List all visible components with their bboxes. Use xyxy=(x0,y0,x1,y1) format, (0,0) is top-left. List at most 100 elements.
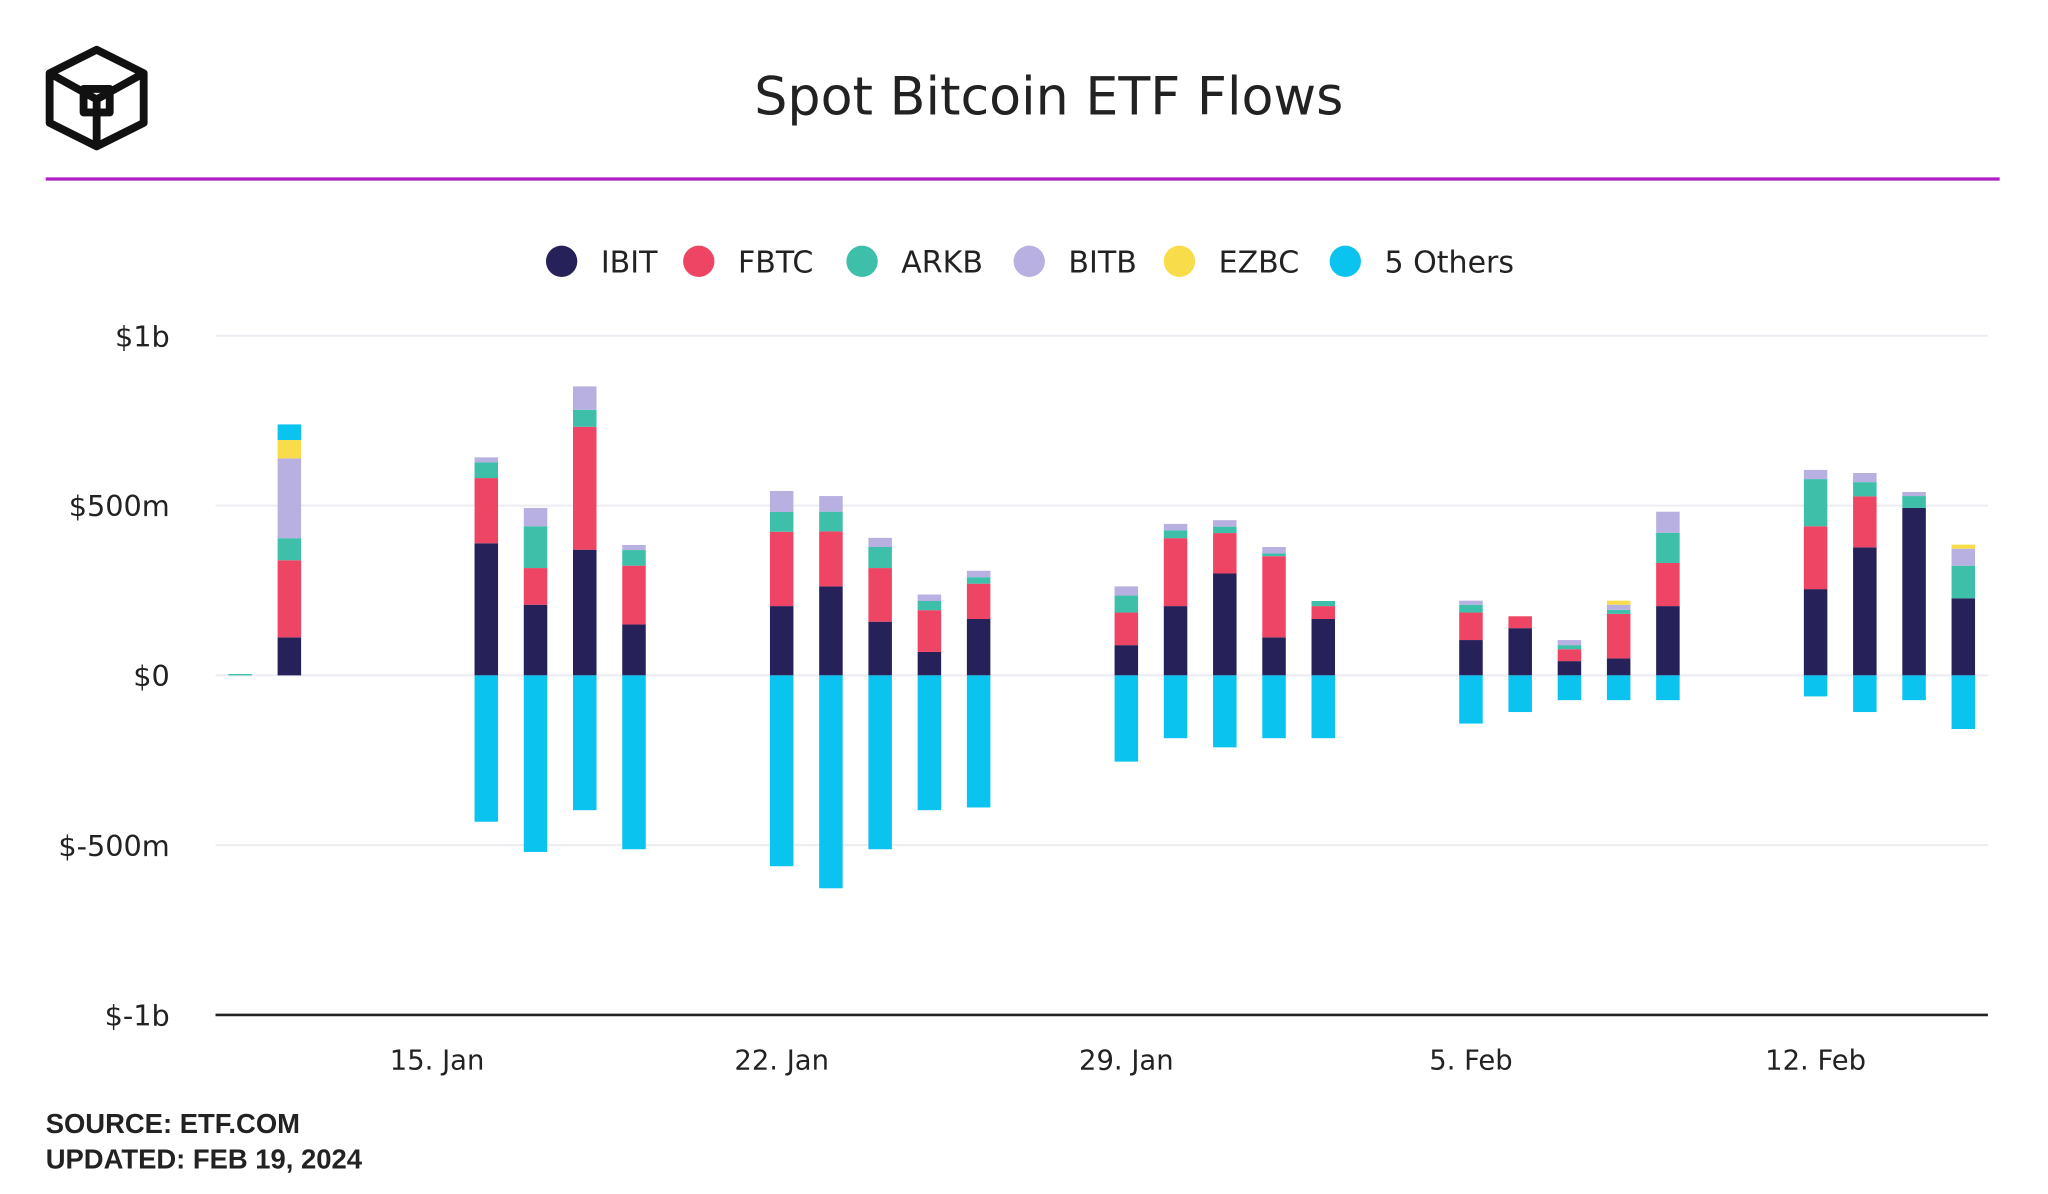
bar-segment xyxy=(868,675,892,850)
bar-segment xyxy=(769,675,794,867)
bar-segment xyxy=(1853,472,1877,483)
bar-segment xyxy=(1557,649,1582,662)
plot: $-1b $-500m $0 $500m $1b 15. Jan 22. Jan 29. Ja… xyxy=(58,319,1988,1076)
x-tick-label: 12. Feb xyxy=(1765,1045,1866,1076)
bar-segment xyxy=(769,490,794,513)
bar-segment xyxy=(277,538,302,561)
bar-segment xyxy=(1262,553,1286,557)
bar-segment xyxy=(1606,658,1631,676)
bar-segment xyxy=(1508,675,1532,713)
bar-segment xyxy=(1213,573,1237,676)
bar-segment xyxy=(474,675,499,822)
bar-segment xyxy=(917,651,942,676)
legend-label: IBIT xyxy=(601,245,658,280)
bar-segment xyxy=(966,618,991,676)
bar-segment xyxy=(1853,547,1877,676)
bar-segment xyxy=(868,547,892,569)
bar-segment xyxy=(1114,675,1139,762)
legend-swatch xyxy=(1329,245,1361,277)
bar-segment xyxy=(1213,675,1237,748)
bar-segment xyxy=(769,531,794,607)
bar-segment xyxy=(1902,507,1926,676)
bar-segment xyxy=(1459,612,1483,641)
y-tick-label: $0 xyxy=(133,659,170,693)
bar-segment xyxy=(573,409,597,427)
bar-segment xyxy=(966,570,991,578)
bar-segment xyxy=(277,560,302,638)
bar-segment xyxy=(1213,526,1237,534)
bar-segment xyxy=(523,526,548,569)
bar-segment xyxy=(277,440,302,459)
bar-segment xyxy=(868,537,892,548)
y-tick-label: $1b xyxy=(115,319,170,353)
bar-segment xyxy=(868,621,892,676)
bar-segment xyxy=(1213,520,1237,527)
bar-segment xyxy=(1902,675,1926,701)
legend-label: ARKB xyxy=(901,245,983,280)
bar-segment xyxy=(573,426,597,550)
legend-swatch xyxy=(1163,245,1196,277)
bar-segment xyxy=(769,606,794,676)
bar-segment xyxy=(1508,628,1532,676)
bar-segment xyxy=(1311,675,1336,739)
bar-segment xyxy=(966,583,991,619)
bar-segment xyxy=(1951,598,1976,676)
bar-segment xyxy=(1853,496,1877,548)
bar-segment xyxy=(917,675,942,811)
bar-segment xyxy=(573,386,597,410)
bar-segment xyxy=(1656,532,1680,563)
x-tick-label: 22. Jan xyxy=(734,1045,829,1076)
legend-label: BITB xyxy=(1068,245,1136,280)
bar-segment xyxy=(474,462,499,479)
y-tick-label: $500m xyxy=(69,489,170,523)
bar-segment xyxy=(1262,547,1286,554)
bar-segment xyxy=(1459,640,1483,676)
bar-segment xyxy=(1311,600,1336,607)
bar-segment xyxy=(1459,600,1483,605)
bar-segment xyxy=(523,604,548,676)
bar-segment xyxy=(573,549,597,676)
bar-segment xyxy=(1606,609,1631,614)
bar-segment xyxy=(917,610,942,652)
bar-segment xyxy=(917,594,942,601)
bar-segment xyxy=(622,544,646,551)
logo xyxy=(45,45,148,151)
bar-segment xyxy=(1163,675,1188,739)
bar-segment xyxy=(1311,618,1336,676)
bar-segment xyxy=(1951,548,1976,566)
bar-segment xyxy=(622,624,646,676)
bar-segment xyxy=(277,458,302,539)
bar-segment xyxy=(1557,640,1582,646)
bar-segment xyxy=(1803,675,1828,697)
bar-segment xyxy=(819,511,843,532)
bar-segment xyxy=(1951,544,1976,549)
legend-swatch xyxy=(846,245,878,277)
bar-segment xyxy=(1114,612,1139,646)
bar-segment xyxy=(1163,523,1188,531)
legend: IBIT FBTC ARKB BITB EZBC 5 Others xyxy=(545,245,1514,280)
bar-segment xyxy=(277,637,302,676)
bar-segment xyxy=(966,675,991,808)
bar-segment xyxy=(1262,637,1286,676)
x-tick-label: 29. Jan xyxy=(1079,1045,1174,1076)
chart-title: Spot Bitcoin ETF Flows xyxy=(754,68,1343,128)
bar-segment xyxy=(1606,604,1631,610)
bar-segment xyxy=(622,550,646,566)
bar-segment xyxy=(474,478,499,544)
bar-segment xyxy=(1459,675,1483,724)
bar-segment xyxy=(868,568,892,622)
bar-segment xyxy=(1606,613,1631,659)
bar-segment xyxy=(523,675,548,852)
bar-segment xyxy=(1902,496,1926,508)
bar-segment xyxy=(277,424,302,441)
bar-segment xyxy=(1557,661,1582,676)
bar-segment xyxy=(622,565,646,625)
bar-segment xyxy=(1656,606,1680,676)
legend-label: 5 Others xyxy=(1384,245,1514,280)
bar-segment xyxy=(228,674,252,676)
bar-segment xyxy=(573,675,597,811)
bar-segment xyxy=(523,568,548,605)
bar-segment xyxy=(1508,616,1532,629)
bar-segment xyxy=(1803,479,1828,527)
